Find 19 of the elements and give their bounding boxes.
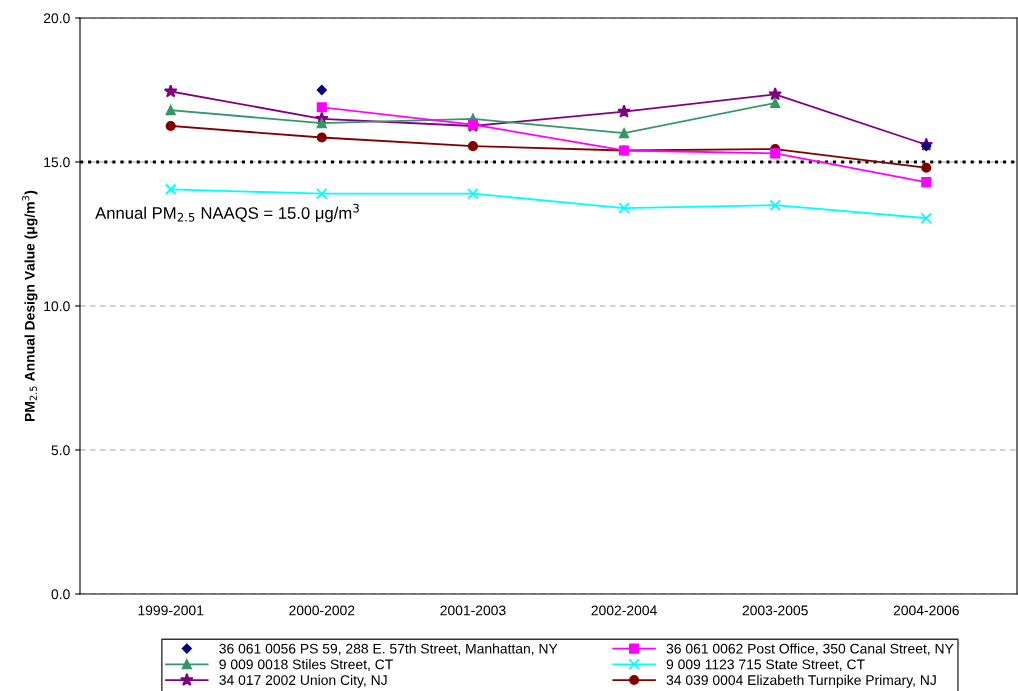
x-tick-label: 2001-2003 [440, 605, 506, 616]
legend-label: 34 039 0004 Elizabeth Turnpike Primary, NJ [666, 674, 936, 688]
x-tick-label: 2000-2002 [289, 605, 355, 616]
x-tick-label: 2003-2005 [742, 605, 808, 616]
legend-label: 9 009 1123 715 State Street, CT [666, 659, 865, 671]
y-tick-label: 10.0 [44, 301, 70, 312]
y-tick-label: 15.0 [44, 157, 70, 168]
x-tick-label: 2002-2004 [591, 605, 657, 616]
ref-line-label: Annual PM$_{2.5}$ NAAQS = 15.0 μg/m$^{3}$ [95, 203, 359, 223]
y-tick-label: 0.0 [51, 589, 70, 600]
y-tick-label: 5.0 [51, 445, 70, 456]
legend-label: 36 061 0056 PS 59, 288 E. 57th Street, Manhattan, NY [219, 643, 558, 656]
legend-label: 36 061 0062 Post Office, 350 Canal Street, NY [666, 643, 954, 656]
legend-label: 34 017 2002 Union City, NJ [219, 674, 387, 688]
legend-label: 9 009 0018 Stiles Street, CT [219, 659, 393, 671]
x-tick-label: 2004-2006 [893, 605, 959, 616]
x-tick-label: 1999-2001 [138, 605, 204, 616]
y-tick-label: 20.0 [43, 13, 70, 24]
y-axis-title: PM$_{2.5}$ Annual Design Value (μg/m$^{3}$) [22, 190, 38, 422]
